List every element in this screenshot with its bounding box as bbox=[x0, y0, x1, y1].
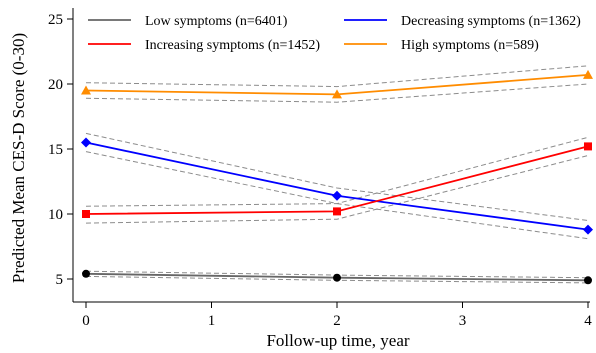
data-point-decreasing bbox=[81, 137, 91, 148]
series-markers bbox=[81, 69, 593, 285]
series-line-decreasing bbox=[85, 141, 589, 231]
data-point-increasing bbox=[82, 210, 90, 218]
x-tick-label: 0 bbox=[82, 313, 90, 329]
data-point-high bbox=[332, 89, 342, 99]
data-point-decreasing bbox=[332, 190, 342, 201]
y-tick-label: 15 bbox=[48, 142, 63, 158]
x-tick-label: 2 bbox=[333, 313, 341, 329]
ci-lower-high bbox=[85, 83, 589, 103]
confidence-bands bbox=[85, 65, 589, 284]
legend-label-low: Low symptoms (n=6401) bbox=[145, 14, 288, 29]
x-axis-title: Follow-up time, year bbox=[266, 331, 409, 350]
legend-label-high: High symptoms (n=589) bbox=[401, 38, 539, 53]
y-axis-title: Predicted Mean CES-D Score (0-30) bbox=[9, 33, 28, 283]
x-tick-label: 3 bbox=[459, 313, 467, 329]
data-point-decreasing bbox=[583, 224, 593, 235]
legend-label-increasing: Increasing symptoms (n=1452) bbox=[145, 38, 320, 53]
ci-upper-decreasing bbox=[85, 132, 589, 221]
x-axis-ticks: 0 1 2 3 4 bbox=[82, 302, 592, 329]
data-point-high bbox=[583, 69, 593, 79]
ci-upper-high bbox=[85, 65, 589, 88]
y-tick-label: 20 bbox=[48, 77, 63, 93]
series-lines bbox=[85, 74, 589, 282]
y-tick-label: 25 bbox=[48, 12, 63, 28]
data-point-low bbox=[333, 273, 341, 282]
data-point-increasing bbox=[584, 142, 592, 151]
data-point-high bbox=[81, 85, 91, 95]
y-axis-ticks: 5 10 15 20 25 bbox=[48, 12, 73, 288]
data-point-low bbox=[82, 269, 90, 278]
y-tick-label: 5 bbox=[56, 272, 64, 288]
data-point-increasing bbox=[333, 207, 341, 216]
legend: Low symptoms (n=6401) Decreasing symptom… bbox=[88, 14, 581, 53]
y-tick-label: 10 bbox=[48, 207, 63, 223]
ci-lower-increasing bbox=[85, 155, 589, 224]
x-tick-label: 4 bbox=[584, 313, 592, 329]
data-point-low bbox=[584, 276, 592, 285]
ci-upper-increasing bbox=[85, 136, 589, 207]
x-tick-label: 1 bbox=[208, 313, 216, 329]
legend-label-decreasing: Decreasing symptoms (n=1362) bbox=[401, 14, 581, 29]
